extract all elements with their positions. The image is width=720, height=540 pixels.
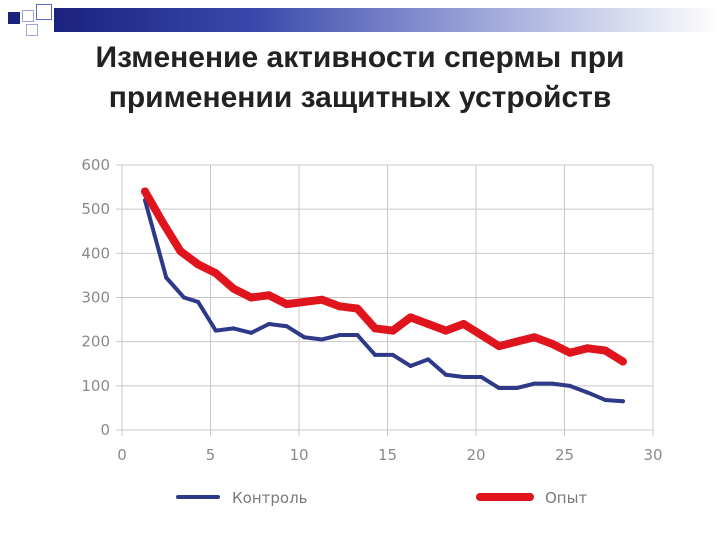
x-tick-label: 25 [555, 446, 574, 464]
data-point [194, 260, 203, 269]
data-point [530, 333, 539, 342]
data-point [550, 381, 555, 386]
data-point [583, 344, 592, 353]
data-point [477, 331, 486, 340]
y-tick-label: 300 [81, 289, 110, 307]
data-point [548, 339, 557, 348]
data-point [512, 337, 521, 346]
y-tick-label: 200 [81, 333, 110, 351]
decor-square-4 [26, 24, 38, 36]
data-point [164, 275, 169, 280]
data-point [479, 375, 484, 379]
data-point [567, 383, 572, 388]
series-line-1 [143, 198, 625, 404]
x-tick-label: 10 [289, 446, 308, 464]
data-point [497, 386, 502, 391]
y-tick-label: 0 [100, 421, 110, 439]
data-point [266, 322, 271, 326]
page-title: Изменение активности спермы при применен… [95, 41, 625, 114]
chart-series [141, 187, 627, 404]
data-point [247, 293, 256, 302]
decor-square-3 [36, 4, 52, 20]
data-point [371, 324, 380, 333]
data-point [320, 337, 325, 342]
data-point [176, 247, 185, 256]
data-point [229, 284, 238, 293]
data-point [213, 328, 218, 333]
data-point [565, 348, 574, 357]
data-point [264, 291, 273, 300]
data-point [441, 326, 450, 335]
chart-ticks: 0 100 200 300 400 500 600 0 5 10 15 20 25 30 [81, 156, 662, 464]
data-point [282, 300, 291, 309]
data-point [408, 363, 413, 368]
x-tick-label: 0 [117, 446, 127, 464]
data-point [443, 372, 448, 377]
x-tick-label: 30 [643, 446, 662, 464]
data-point [495, 342, 504, 351]
data-point [618, 357, 627, 366]
data-point [158, 218, 167, 227]
data-point [284, 324, 289, 329]
legend-label-1: Контроль [232, 489, 308, 507]
header-bar [54, 8, 720, 32]
data-point [601, 346, 610, 355]
data-point [300, 297, 309, 306]
decor-square-2 [22, 10, 34, 22]
data-point [603, 397, 608, 402]
data-point [196, 299, 201, 304]
data-point [231, 326, 236, 331]
data-point [181, 295, 186, 300]
data-point [459, 320, 468, 328]
data-point [532, 381, 537, 386]
x-tick-label: 15 [378, 446, 397, 464]
data-point [424, 320, 433, 328]
data-point [355, 333, 360, 338]
data-point [249, 330, 254, 335]
data-point [141, 187, 150, 196]
data-point [388, 326, 397, 335]
x-tick-label: 20 [466, 446, 485, 464]
data-point [373, 352, 378, 357]
y-tick-label: 500 [81, 200, 110, 218]
data-point [406, 313, 415, 322]
data-point [585, 390, 590, 395]
chart-legend: Контроль Опыт [176, 489, 587, 507]
data-point [302, 335, 307, 340]
data-point [211, 269, 220, 278]
data-point [426, 357, 431, 362]
data-point [514, 386, 519, 391]
y-tick-label: 400 [81, 244, 110, 262]
data-point [390, 352, 395, 357]
x-tick-label: 5 [206, 446, 216, 464]
y-tick-label: 100 [81, 377, 110, 395]
y-tick-label: 600 [81, 156, 110, 174]
decor-square-1 [8, 12, 20, 24]
data-point [461, 375, 466, 379]
data-point [620, 399, 625, 404]
data-point [337, 333, 342, 338]
series-line-2 [141, 187, 627, 366]
data-point [353, 304, 362, 313]
data-point [318, 295, 327, 304]
data-point [335, 302, 344, 311]
legend-label-2: Опыт [545, 489, 587, 507]
